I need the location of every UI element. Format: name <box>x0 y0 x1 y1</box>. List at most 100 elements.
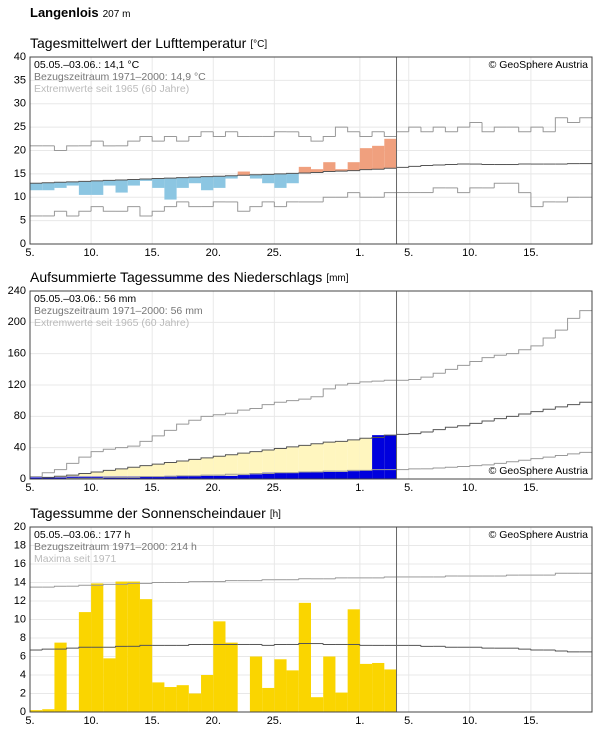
step-line <box>322 196 336 202</box>
step-line <box>249 451 263 454</box>
x-tick-label: 5. <box>404 482 413 494</box>
step-line <box>396 131 409 137</box>
step-line <box>493 126 507 132</box>
bar <box>311 471 324 479</box>
temperature-deviation <box>176 177 189 188</box>
note: Extremwerte seit 1965 (60 Jahre) <box>34 317 189 329</box>
bar <box>213 621 226 712</box>
x-tick-label: 10. <box>83 247 98 259</box>
step-line <box>554 329 568 338</box>
step-line <box>66 462 79 470</box>
step-line <box>151 136 165 142</box>
y-tick-label: 5 <box>20 215 26 227</box>
note: 05.05.–03.06.: 177 h <box>34 529 130 541</box>
step-line <box>481 122 495 133</box>
climate-area <box>225 454 238 479</box>
step-line <box>200 474 214 476</box>
copyright: © GeoSphere Austria <box>489 59 589 71</box>
step-line <box>322 171 336 173</box>
station-title: Langenlois 207 m <box>30 5 130 20</box>
step-line <box>457 126 470 132</box>
climate-area <box>152 464 165 479</box>
step-line <box>176 423 189 431</box>
step-line <box>237 452 250 455</box>
chart-unit: [mm] <box>326 273 348 284</box>
plot-frame <box>29 56 593 245</box>
step-line <box>139 465 153 468</box>
x-tick-label: 10. <box>83 715 98 727</box>
step-line <box>493 354 507 358</box>
temperature-deviation <box>91 180 104 195</box>
bar <box>42 709 55 712</box>
step-line <box>261 404 275 409</box>
step-line <box>493 418 507 422</box>
step-line <box>371 469 385 471</box>
step-line <box>408 165 421 168</box>
step-line <box>298 578 311 580</box>
bar <box>176 475 189 479</box>
bar <box>311 697 324 712</box>
x-tick-label: 10. <box>462 247 477 259</box>
step-line <box>396 166 409 169</box>
step-line <box>188 419 202 425</box>
step-line <box>322 441 336 444</box>
step-line <box>66 647 79 650</box>
bar <box>152 682 165 712</box>
step-line <box>396 433 409 436</box>
y-tick-label: 18 <box>14 539 26 551</box>
step-line <box>371 380 385 382</box>
temperature-deviation <box>347 162 360 171</box>
climate-area <box>274 448 287 479</box>
step-line <box>334 440 348 443</box>
step-line <box>286 201 299 207</box>
y-tick-label: 12 <box>14 595 26 607</box>
step-line <box>212 131 226 137</box>
x-tick-label: 10. <box>462 482 477 494</box>
bar <box>335 692 348 712</box>
step-line <box>102 583 116 586</box>
climate-area <box>115 468 128 479</box>
step-line <box>518 413 531 417</box>
chart-title-text: Tagessumme der Sonnenscheindauer <box>30 505 266 521</box>
step-line <box>505 353 519 356</box>
bar <box>323 656 336 712</box>
step-line <box>530 411 544 414</box>
chart-panel: Tagessumme der Sonnenscheindauer [h] 0 2 4 6 8… <box>14 505 593 727</box>
temperature-deviation <box>139 179 153 181</box>
step-line <box>530 458 544 461</box>
step-line <box>273 131 287 137</box>
bar <box>78 612 92 712</box>
note: Bezugszeitraum 1971–2000: 14,9 °C <box>34 71 206 83</box>
chart-unit: [°C] <box>250 39 267 50</box>
step-line <box>542 127 556 133</box>
bar <box>139 599 153 712</box>
temperature-deviation <box>384 138 397 169</box>
temperature-deviation <box>78 181 92 195</box>
temperature-deviation <box>152 178 165 188</box>
step-line <box>542 337 556 346</box>
bar <box>335 471 348 479</box>
step-line <box>78 210 92 216</box>
step-line <box>102 476 116 479</box>
step-line <box>261 449 275 452</box>
climate-area <box>335 441 348 479</box>
step-line <box>66 474 79 477</box>
step-line <box>310 396 324 400</box>
y-tick-label: 0 <box>20 238 26 250</box>
bar <box>139 476 153 479</box>
step-line <box>457 364 470 370</box>
step-line <box>200 457 214 460</box>
chart-title: Tagesmittelwert der Lufttemperatur [°C] <box>30 35 267 51</box>
step-line <box>212 455 226 458</box>
y-tick-label: 8 <box>20 632 26 644</box>
climate-area <box>249 451 263 479</box>
bar <box>213 475 226 479</box>
temperature-deviation <box>201 176 214 191</box>
step-line <box>273 401 287 405</box>
bar <box>54 477 67 479</box>
step-line <box>78 584 92 587</box>
x-tick-label: 1. <box>355 482 364 494</box>
step-line <box>579 117 592 123</box>
step-line <box>163 429 177 436</box>
step-line <box>212 201 226 207</box>
